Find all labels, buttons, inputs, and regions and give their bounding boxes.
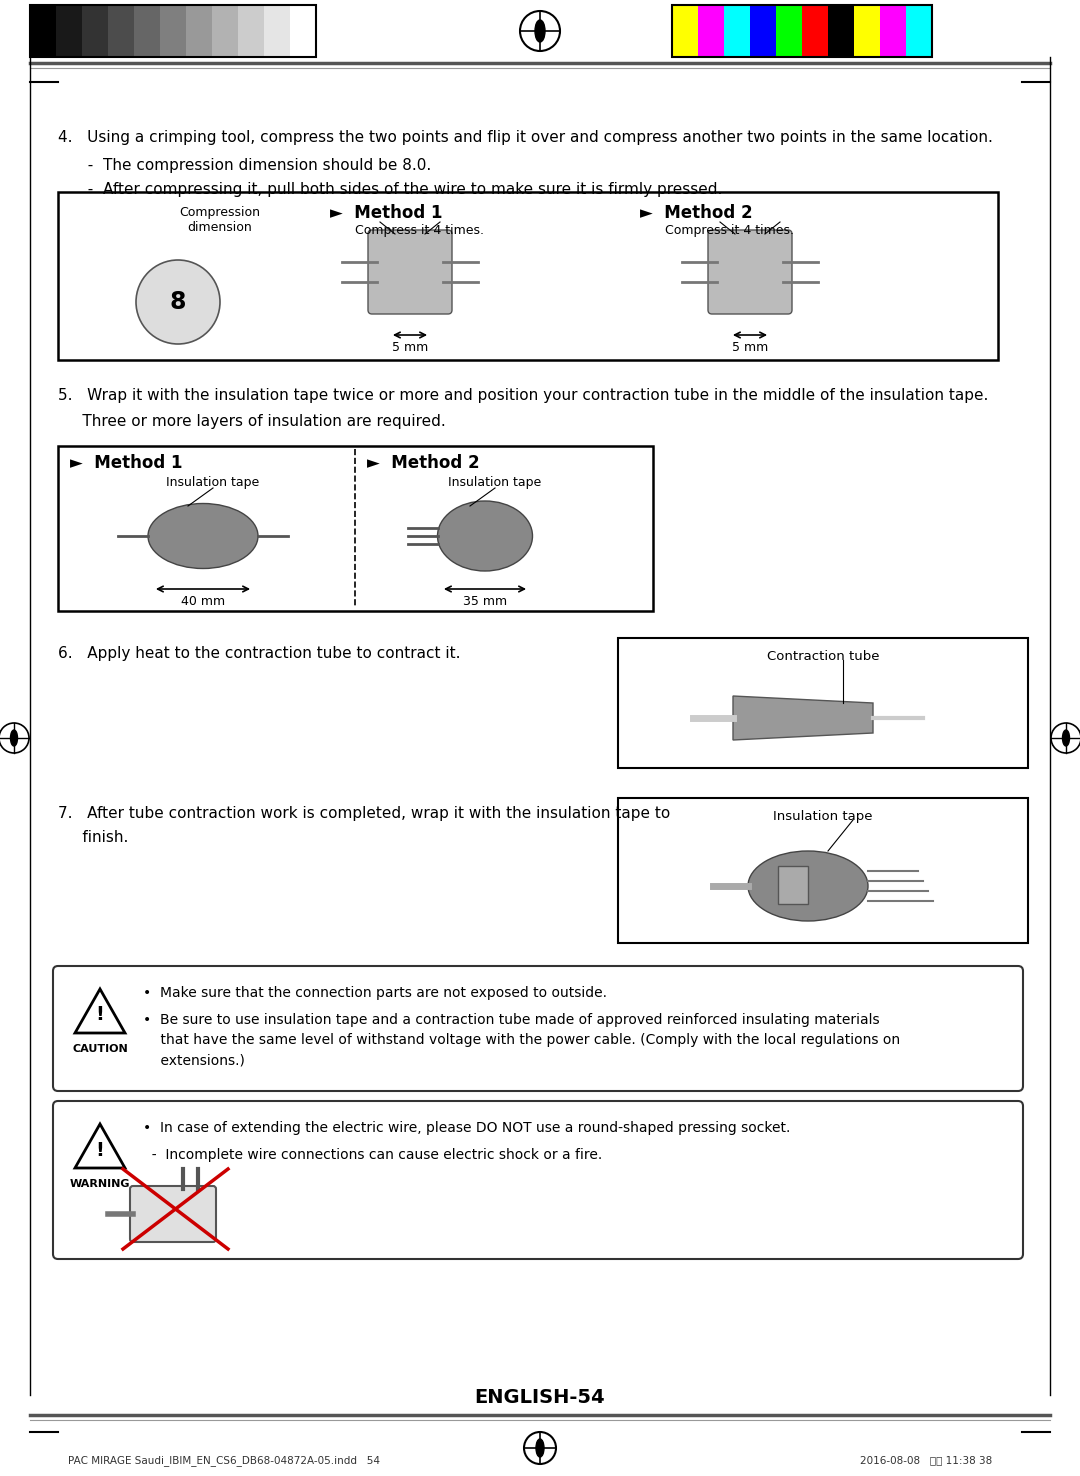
Text: 4.   Using a crimping tool, compress the two points and flip it over and compres: 4. Using a crimping tool, compress the t… bbox=[58, 130, 993, 145]
Bar bbox=[880, 4, 906, 58]
Text: 2016-08-08   오전 11:38 38: 2016-08-08 오전 11:38 38 bbox=[860, 1455, 993, 1466]
Polygon shape bbox=[75, 989, 125, 1033]
Bar bbox=[618, 799, 1028, 943]
Text: ►  Method 2: ► Method 2 bbox=[640, 204, 753, 221]
Bar bbox=[82, 4, 108, 58]
Bar bbox=[160, 4, 186, 58]
Text: •  Make sure that the connection parts are not exposed to outside.: • Make sure that the connection parts ar… bbox=[143, 986, 607, 1001]
Text: 35 mm: 35 mm bbox=[463, 595, 508, 608]
FancyBboxPatch shape bbox=[368, 230, 453, 314]
Text: PAC MIRAGE Saudi_IBIM_EN_CS6_DB68-04872A-05.indd   54: PAC MIRAGE Saudi_IBIM_EN_CS6_DB68-04872A… bbox=[68, 1455, 380, 1466]
Bar bbox=[672, 4, 698, 58]
Bar bbox=[854, 4, 880, 58]
Text: •  In case of extending the electric wire, please DO NOT use a round-shaped pres: • In case of extending the electric wire… bbox=[143, 1120, 791, 1135]
Bar bbox=[238, 4, 264, 58]
Bar bbox=[108, 4, 134, 58]
Text: Compression
dimension: Compression dimension bbox=[179, 207, 260, 235]
Text: Insulation tape: Insulation tape bbox=[773, 810, 873, 824]
Text: CAUTION: CAUTION bbox=[72, 1044, 127, 1054]
Bar bbox=[30, 4, 316, 58]
Polygon shape bbox=[75, 1125, 125, 1168]
Bar bbox=[212, 4, 238, 58]
Bar bbox=[750, 4, 777, 58]
Text: Contraction tube: Contraction tube bbox=[767, 649, 879, 663]
Text: !: ! bbox=[95, 1141, 105, 1160]
Text: 5 mm: 5 mm bbox=[732, 341, 768, 354]
Text: •  Be sure to use insulation tape and a contraction tube made of approved reinfo: • Be sure to use insulation tape and a c… bbox=[143, 1013, 879, 1027]
Circle shape bbox=[136, 260, 220, 344]
Bar bbox=[618, 638, 1028, 768]
Text: Compress it 4 times.: Compress it 4 times. bbox=[355, 224, 484, 238]
Ellipse shape bbox=[536, 1439, 544, 1457]
Text: Three or more layers of insulation are required.: Three or more layers of insulation are r… bbox=[58, 413, 446, 430]
Text: 5 mm: 5 mm bbox=[392, 341, 428, 354]
Text: Compress it 4 times.: Compress it 4 times. bbox=[665, 224, 794, 238]
Bar bbox=[30, 4, 56, 58]
Text: finish.: finish. bbox=[58, 830, 129, 844]
Bar bbox=[58, 192, 998, 360]
Bar bbox=[58, 446, 653, 611]
Text: 40 mm: 40 mm bbox=[181, 595, 225, 608]
Text: WARNING: WARNING bbox=[70, 1179, 131, 1190]
Bar bbox=[828, 4, 854, 58]
Bar bbox=[802, 4, 828, 58]
Bar bbox=[56, 4, 82, 58]
Ellipse shape bbox=[437, 500, 532, 571]
Text: 6.   Apply heat to the contraction tube to contract it.: 6. Apply heat to the contraction tube to… bbox=[58, 646, 460, 661]
Text: Insulation tape: Insulation tape bbox=[448, 475, 542, 489]
Text: ►  Method 1: ► Method 1 bbox=[70, 455, 183, 472]
Ellipse shape bbox=[148, 503, 258, 568]
Text: Insulation tape: Insulation tape bbox=[166, 475, 259, 489]
Bar bbox=[698, 4, 724, 58]
Bar bbox=[906, 4, 932, 58]
FancyBboxPatch shape bbox=[708, 230, 792, 314]
Bar bbox=[778, 866, 808, 903]
Text: 5.   Wrap it with the insulation tape twice or more and position your contractio: 5. Wrap it with the insulation tape twic… bbox=[58, 388, 988, 403]
Bar bbox=[672, 4, 932, 58]
Text: that have the same level of withstand voltage with the power cable. (Comply with: that have the same level of withstand vo… bbox=[143, 1033, 900, 1046]
Text: -  Incomplete wire connections can cause electric shock or a fire.: - Incomplete wire connections can cause … bbox=[143, 1148, 603, 1162]
Bar bbox=[777, 4, 802, 58]
Text: 7.   After tube contraction work is completed, wrap it with the insulation tape : 7. After tube contraction work is comple… bbox=[58, 806, 671, 821]
FancyBboxPatch shape bbox=[130, 1187, 216, 1241]
Ellipse shape bbox=[1063, 731, 1069, 745]
Bar bbox=[264, 4, 291, 58]
Bar bbox=[291, 4, 316, 58]
Text: 8: 8 bbox=[170, 289, 186, 314]
Ellipse shape bbox=[11, 731, 17, 745]
Text: -  After compressing it, pull both sides of the wire to make sure it is firmly p: - After compressing it, pull both sides … bbox=[78, 182, 723, 196]
Text: !: ! bbox=[95, 1005, 105, 1024]
Bar bbox=[186, 4, 212, 58]
Text: ►  Method 1: ► Method 1 bbox=[330, 204, 443, 221]
Text: ENGLISH-54: ENGLISH-54 bbox=[475, 1387, 605, 1407]
Ellipse shape bbox=[748, 852, 868, 921]
Polygon shape bbox=[733, 697, 873, 739]
Ellipse shape bbox=[535, 21, 545, 41]
Text: extensions.): extensions.) bbox=[143, 1052, 245, 1067]
Bar bbox=[724, 4, 750, 58]
Text: -  The compression dimension should be 8.0.: - The compression dimension should be 8.… bbox=[78, 158, 431, 173]
Bar bbox=[134, 4, 160, 58]
Text: ►  Method 2: ► Method 2 bbox=[367, 455, 480, 472]
